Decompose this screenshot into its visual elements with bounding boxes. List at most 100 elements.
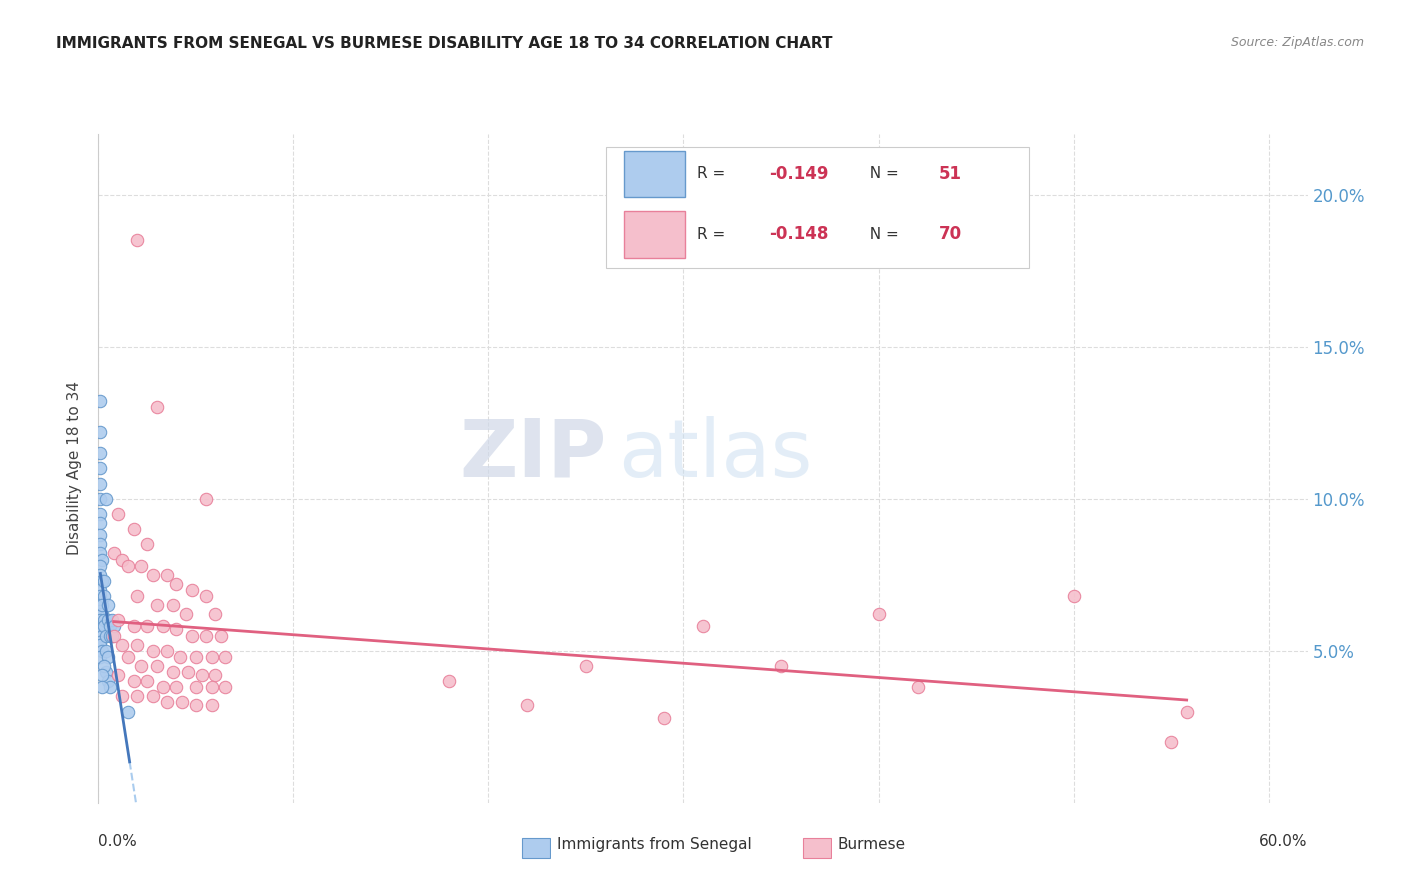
Point [89, 394, 111, 409]
Point [200, 680, 222, 694]
Point [89, 598, 111, 612]
Point [89, 476, 111, 491]
Text: 60.0%: 60.0% [1260, 834, 1308, 849]
Bar [522, 838, 550, 858]
Point [142, 567, 165, 582]
Point [93, 659, 115, 673]
Point [769, 659, 792, 673]
Point [127, 233, 149, 247]
Point [1175, 705, 1198, 719]
Point [98, 619, 121, 633]
Point [127, 638, 149, 652]
Point [89, 638, 111, 652]
Point [98, 628, 121, 642]
Point [692, 619, 714, 633]
Text: 70: 70 [939, 225, 962, 244]
Point [142, 690, 165, 704]
Text: Immigrants from Senegal: Immigrants from Senegal [557, 838, 752, 852]
Point [117, 705, 139, 719]
Point [169, 649, 191, 664]
FancyBboxPatch shape [606, 147, 1029, 268]
Point [165, 577, 187, 591]
Point [575, 659, 598, 673]
Text: 0.0%: 0.0% [98, 834, 138, 849]
Point [97, 674, 120, 689]
Point [93, 589, 115, 603]
Point [194, 628, 217, 642]
FancyBboxPatch shape [624, 211, 685, 258]
Point [97, 598, 120, 612]
Text: 51: 51 [939, 165, 962, 183]
Point [162, 665, 184, 679]
Point [93, 619, 115, 633]
Point [91, 680, 114, 694]
Point [200, 649, 222, 664]
Text: N =: N = [860, 167, 904, 181]
Point [136, 674, 159, 689]
Point [111, 690, 134, 704]
Text: -0.148: -0.148 [769, 225, 830, 244]
Point [122, 674, 145, 689]
Point [172, 696, 194, 710]
Point [117, 649, 139, 664]
Point [122, 619, 145, 633]
Point [91, 598, 114, 612]
Point [89, 613, 111, 627]
Point [89, 507, 111, 521]
Point [96, 491, 118, 506]
Point [89, 425, 111, 439]
Point [191, 668, 214, 682]
Text: N =: N = [860, 227, 904, 242]
Point [89, 649, 111, 664]
Point [165, 680, 187, 694]
Point [122, 522, 145, 536]
Point [93, 574, 115, 588]
Point [89, 582, 111, 597]
Point [91, 574, 114, 588]
Point [127, 690, 149, 704]
Point [91, 668, 114, 682]
Text: -0.149: -0.149 [769, 165, 830, 183]
Point [209, 628, 232, 642]
Point [142, 644, 165, 658]
Point [156, 696, 179, 710]
Point [131, 558, 153, 573]
Point [107, 507, 129, 521]
Point [131, 659, 153, 673]
Point [89, 558, 111, 573]
Point [165, 623, 187, 637]
Point [136, 537, 159, 551]
Point [89, 589, 111, 603]
Point [907, 680, 929, 694]
Point [162, 598, 184, 612]
Text: ZIP: ZIP [458, 416, 606, 494]
Point [96, 628, 118, 642]
Point [96, 644, 118, 658]
Point [516, 698, 538, 713]
Point [184, 698, 207, 713]
Point [214, 680, 236, 694]
Point [204, 607, 226, 622]
Point [103, 628, 125, 642]
Point [156, 567, 179, 582]
Point [439, 674, 461, 689]
Point [117, 558, 139, 573]
Point [652, 711, 675, 725]
Point [111, 638, 134, 652]
Point [91, 644, 114, 658]
Point [181, 628, 204, 642]
Text: IMMIGRANTS FROM SENEGAL VS BURMESE DISABILITY AGE 18 TO 34 CORRELATION CHART: IMMIGRANTS FROM SENEGAL VS BURMESE DISAB… [56, 36, 832, 51]
Point [156, 644, 179, 658]
Point [89, 567, 111, 582]
Point [868, 607, 890, 622]
Point [107, 668, 129, 682]
Point [91, 628, 114, 642]
Point [103, 546, 125, 560]
Point [204, 668, 226, 682]
Bar [803, 838, 831, 858]
Point [181, 582, 204, 597]
Point [98, 680, 121, 694]
Point [1160, 735, 1182, 749]
Point [89, 619, 111, 633]
Point [97, 649, 120, 664]
